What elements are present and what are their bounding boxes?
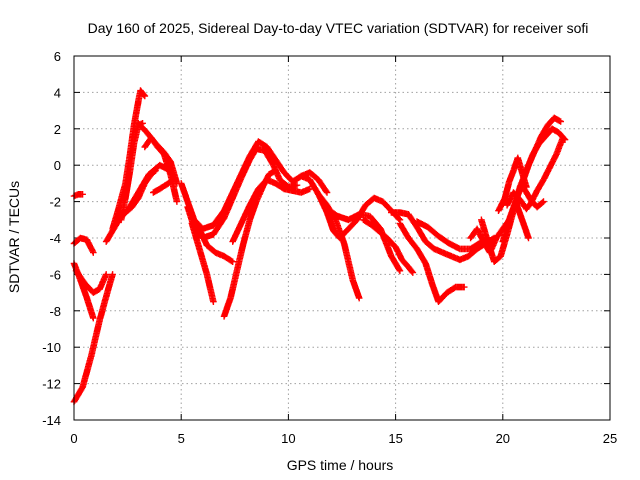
- y-tick-label: 4: [54, 85, 61, 100]
- data-point-markers: [188, 220, 217, 305]
- y-axis: 6 4 2 0 -2 -4 -6 -8 -10 -12 -14: [42, 49, 610, 428]
- data-point-markers: [113, 161, 174, 220]
- y-tick-label: -12: [42, 377, 61, 392]
- y-tick-label: -14: [42, 413, 61, 428]
- x-tick-label: 10: [281, 431, 295, 446]
- series-track-17: [220, 167, 279, 320]
- data-point-markers: [478, 125, 569, 265]
- x-tick-label: 15: [388, 431, 402, 446]
- x-tick-label: 25: [603, 431, 617, 446]
- data-point-markers: [467, 114, 564, 256]
- y-tick-label: -6: [49, 267, 61, 282]
- y-tick-label: 2: [54, 122, 61, 137]
- series-track-12: [150, 174, 179, 196]
- series-track-5: [70, 191, 86, 200]
- series-track-30: [499, 198, 532, 245]
- data-point-markers: [150, 174, 179, 196]
- data-point-markers: [520, 185, 547, 211]
- plot-area-frame: [73, 55, 611, 421]
- y-tick-label: -4: [49, 231, 61, 246]
- y-tick-label: 6: [54, 49, 61, 64]
- data-point-markers: [117, 120, 146, 224]
- data-point-markers: [195, 223, 236, 265]
- series-track-11: [141, 134, 181, 205]
- series-track-16: [195, 223, 236, 265]
- y-axis-label: SDTVAR / TECUs: [6, 181, 22, 293]
- series-track-25: [396, 220, 468, 305]
- series-track-29: [495, 154, 530, 214]
- x-tick-label: 20: [496, 431, 510, 446]
- y-tick-label: 0: [54, 158, 61, 173]
- data-point-markers: [503, 134, 567, 213]
- series-track-4: [72, 267, 110, 296]
- series-track-18: [229, 176, 314, 245]
- data-point-markers: [353, 194, 404, 224]
- chart-title: Day 160 of 2025, Sidereal Day-to-day VTE…: [88, 20, 589, 36]
- data-point-markers: [413, 218, 492, 253]
- x-axis: 0 5 10 15 20 25: [70, 56, 617, 446]
- series-track-32: [520, 185, 547, 211]
- data-point-markers: [495, 154, 530, 214]
- series-track-26: [413, 218, 492, 253]
- series-track-8: [117, 120, 146, 224]
- data-point-markers: [396, 220, 468, 305]
- data-point-markers: [229, 176, 314, 245]
- data-point-markers: [499, 198, 532, 245]
- series-track-31: [503, 134, 567, 213]
- data-points: [70, 87, 569, 406]
- y-tick-label: -2: [49, 195, 61, 210]
- series-track-15: [188, 220, 217, 305]
- x-tick-label: 0: [70, 431, 77, 446]
- data-point-markers: [141, 134, 181, 205]
- data-point-markers: [360, 216, 417, 276]
- series-track-28: [478, 125, 569, 265]
- series-track-23: [360, 216, 417, 276]
- series-track-22: [353, 194, 404, 224]
- y-tick-label: -8: [49, 304, 61, 319]
- series-track-27: [467, 114, 564, 256]
- y-tick-label: -10: [42, 340, 61, 355]
- data-point-markers: [72, 267, 110, 296]
- x-tick-label: 5: [178, 431, 185, 446]
- data-point-markers: [70, 191, 86, 200]
- series-track-9: [113, 161, 174, 220]
- data-point-markers: [220, 167, 279, 320]
- x-axis-label: GPS time / hours: [287, 457, 394, 473]
